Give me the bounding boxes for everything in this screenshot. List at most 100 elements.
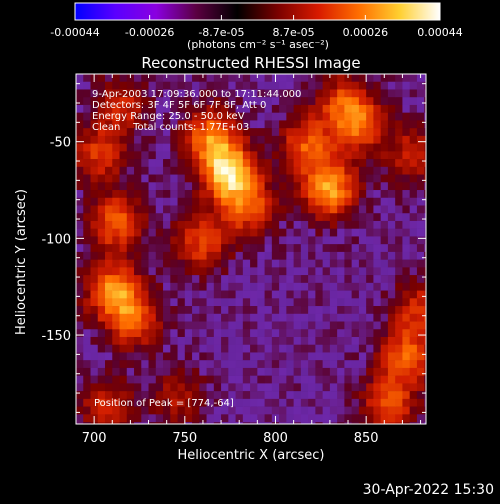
heatmap-cell xyxy=(395,244,404,253)
heatmap-cell xyxy=(206,251,215,260)
heatmap-cell xyxy=(83,344,92,353)
heatmap-cell xyxy=(126,143,135,152)
heatmap-cell xyxy=(300,112,309,121)
heatmap-cell xyxy=(279,166,288,175)
heatmap-cell xyxy=(257,174,266,183)
heatmap-cell xyxy=(300,375,309,384)
heatmap-cell xyxy=(141,182,150,191)
heatmap-cell xyxy=(155,190,164,199)
heatmap-cell xyxy=(279,228,288,237)
heatmap-cell xyxy=(177,244,186,253)
heatmap-cell xyxy=(141,151,150,160)
heatmap-cell xyxy=(315,89,324,98)
heatmap-cell xyxy=(105,282,114,291)
heatmap-cell xyxy=(257,336,266,345)
heatmap-cell xyxy=(97,267,106,276)
heatmap-cell xyxy=(293,306,302,315)
heatmap-cell xyxy=(264,205,273,214)
heatmap-cell xyxy=(329,220,338,229)
heatmap-cell xyxy=(387,398,396,407)
heatmap-cell xyxy=(271,259,280,268)
heatmap-cell xyxy=(395,306,404,315)
heatmap-cell xyxy=(395,197,404,206)
heatmap-cell xyxy=(184,213,193,222)
heatmap-cell xyxy=(358,135,367,144)
heatmap-cell xyxy=(134,197,143,206)
heatmap-cell xyxy=(213,228,222,237)
heatmap-cell xyxy=(170,352,179,361)
heatmap-cell xyxy=(206,329,215,338)
heatmap-cell xyxy=(366,135,375,144)
heatmap-cell xyxy=(409,220,418,229)
heatmap-cell xyxy=(206,197,215,206)
heatmap-cell xyxy=(358,251,367,260)
heatmap-cell xyxy=(344,89,353,98)
heatmap-cell xyxy=(228,213,237,222)
heatmap-cell xyxy=(221,391,230,400)
heatmap-cell xyxy=(293,89,302,98)
heatmap-cell xyxy=(112,104,121,113)
heatmap-cell xyxy=(395,128,404,137)
heatmap-cell xyxy=(387,97,396,106)
heatmap-cell xyxy=(409,251,418,260)
heatmap-cell xyxy=(402,282,411,291)
heatmap-cell xyxy=(199,97,208,106)
heatmap-cell xyxy=(228,112,237,121)
heatmap-cell xyxy=(402,352,411,361)
heatmap-cell xyxy=(416,89,425,98)
heatmap-cell xyxy=(337,321,346,330)
heatmap-cell xyxy=(170,135,179,144)
heatmap-cell xyxy=(119,205,128,214)
heatmap-cell xyxy=(148,128,157,137)
heatmap-cell xyxy=(177,197,186,206)
heatmap-cell xyxy=(395,375,404,384)
heatmap-cell xyxy=(358,228,367,237)
heatmap-cell xyxy=(351,120,360,129)
heatmap-cell xyxy=(134,398,143,407)
heatmap-cell xyxy=(315,190,324,199)
heatmap-cell xyxy=(337,344,346,353)
heatmap-cell xyxy=(228,251,237,260)
heatmap-cell xyxy=(250,135,259,144)
heatmap-cell xyxy=(228,190,237,199)
heatmap-cell xyxy=(271,329,280,338)
heatmap-cell xyxy=(315,406,324,415)
heatmap-cell xyxy=(329,313,338,322)
heatmap-cell xyxy=(257,151,266,160)
heatmap-cell xyxy=(199,236,208,245)
heatmap-cell xyxy=(358,321,367,330)
heatmap-cell xyxy=(293,182,302,191)
heatmap-cell xyxy=(192,120,201,129)
heatmap-cell xyxy=(97,383,106,392)
heatmap-cell xyxy=(170,220,179,229)
heatmap-cell xyxy=(257,352,266,361)
heatmap-cell xyxy=(242,81,251,90)
heatmap-cell xyxy=(148,360,157,369)
heatmap-cell xyxy=(300,383,309,392)
heatmap-cell xyxy=(387,89,396,98)
heatmap-cell xyxy=(126,344,135,353)
heatmap-cell xyxy=(221,414,230,423)
heatmap-cell xyxy=(286,120,295,129)
heatmap-cell xyxy=(351,182,360,191)
heatmap-cell xyxy=(112,367,121,376)
heatmap-cell xyxy=(184,352,193,361)
heatmap-cell xyxy=(184,375,193,384)
heatmap-cell xyxy=(250,120,259,129)
heatmap-cell xyxy=(192,220,201,229)
heatmap-cell xyxy=(279,120,288,129)
heatmap-cell xyxy=(308,391,317,400)
colorbar-tick-label: 0.00026 xyxy=(343,26,389,39)
heatmap-cell xyxy=(315,275,324,284)
heatmap-cell xyxy=(141,104,150,113)
heatmap-cell xyxy=(83,414,92,423)
heatmap-cell xyxy=(76,120,84,129)
heatmap-cell xyxy=(97,391,106,400)
heatmap-cell xyxy=(424,313,426,322)
heatmap-cell xyxy=(250,391,259,400)
heatmap-cell xyxy=(141,197,150,206)
heatmap-cell xyxy=(170,213,179,222)
heatmap-cell xyxy=(184,166,193,175)
heatmap-cell xyxy=(119,166,128,175)
heatmap-cell xyxy=(148,213,157,222)
